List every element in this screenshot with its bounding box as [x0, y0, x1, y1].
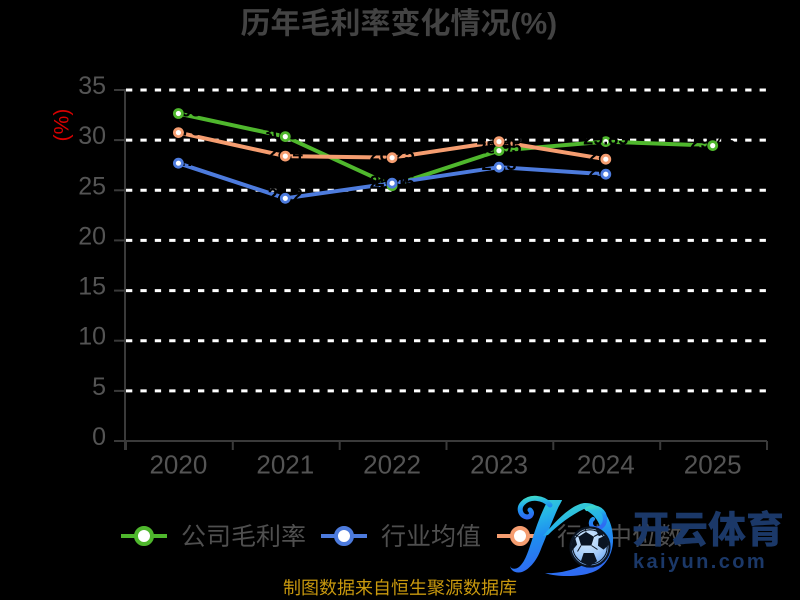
- svg-text:2022: 2022: [363, 450, 421, 480]
- svg-text:10: 10: [78, 323, 106, 351]
- svg-text:2020: 2020: [149, 450, 207, 480]
- svg-text:20: 20: [78, 222, 106, 250]
- svg-text:5: 5: [92, 373, 106, 401]
- svg-text:35: 35: [78, 72, 106, 100]
- svg-text:30: 30: [78, 122, 106, 150]
- svg-text:2023: 2023: [470, 450, 528, 480]
- svg-text:kaiyun.com: kaiyun.com: [633, 551, 767, 573]
- svg-text:2025: 2025: [684, 450, 742, 480]
- svg-text:25: 25: [78, 172, 106, 200]
- svg-text:15: 15: [78, 273, 106, 301]
- svg-text:2024: 2024: [577, 450, 635, 480]
- svg-text:(%): (%): [51, 109, 74, 142]
- svg-text:(%): (%): [511, 8, 558, 41]
- svg-text:0: 0: [92, 423, 106, 451]
- svg-text:29.85: 29.85: [583, 129, 628, 149]
- svg-text:2021: 2021: [256, 450, 314, 480]
